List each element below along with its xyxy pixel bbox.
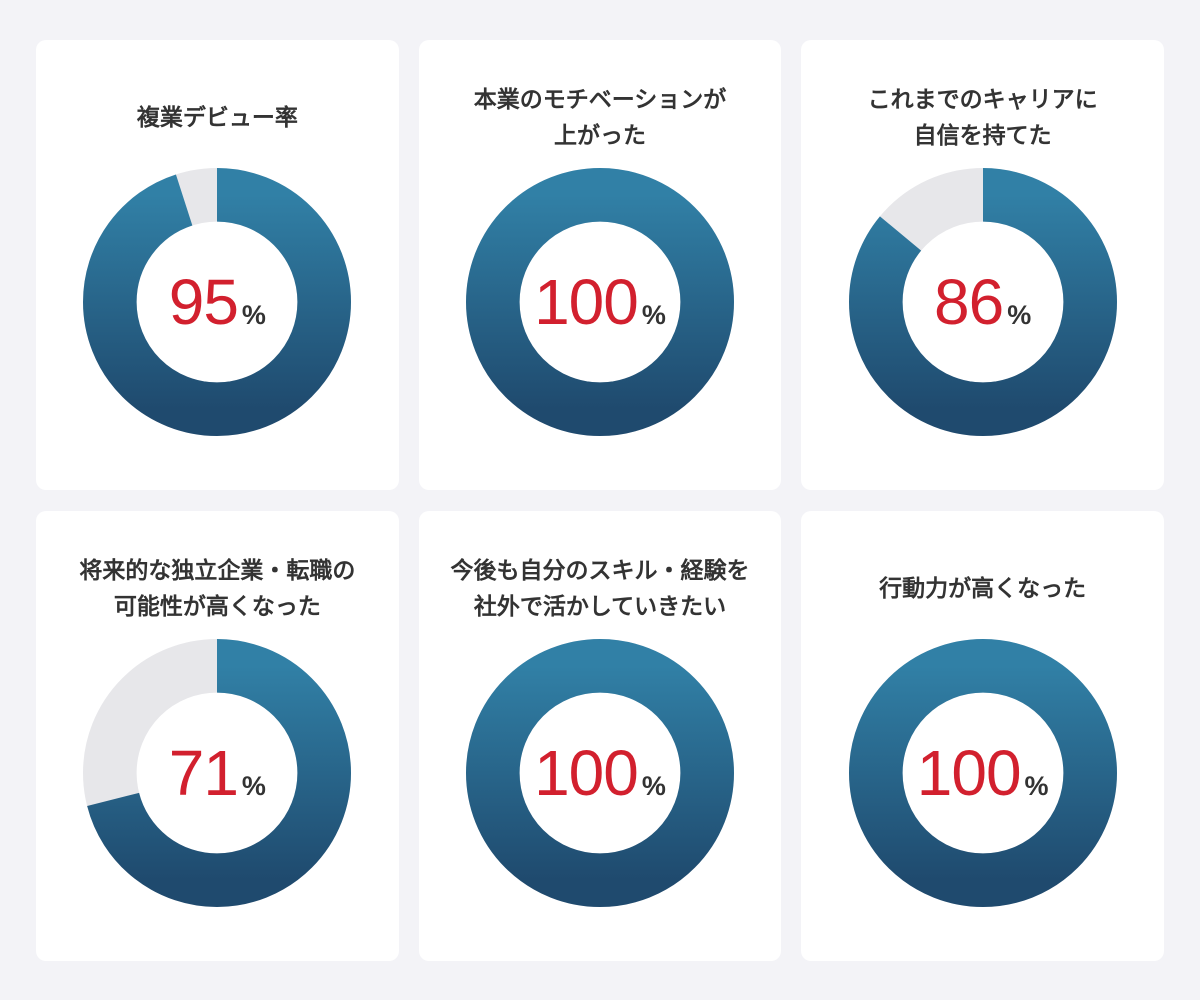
stat-card: これまでのキャリアに 自信を持てた 86 % [801, 40, 1164, 490]
donut-ring [83, 168, 352, 436]
stat-card-title: 今後も自分のスキル・経験を 社外で活かしていきたい [450, 557, 750, 619]
stat-card-title: これまでのキャリアに 自信を持てた [867, 86, 1098, 148]
donut-chart: 71 % [83, 639, 352, 907]
donut-ring [465, 168, 734, 436]
donut-arc [83, 639, 352, 907]
donut-arc [465, 639, 734, 907]
donut-chart: 100 % [465, 639, 734, 907]
stat-card: 今後も自分のスキル・経験を 社外で活かしていきたい 100 % [418, 511, 782, 961]
stat-card-title: 将来的な独立企業・転職の 可能性が高くなった [79, 557, 356, 619]
stat-card: 行動力が高くなった 100 % [801, 511, 1164, 961]
donut-ring [848, 639, 1117, 907]
donut-arc [465, 168, 734, 436]
stat-card: 本業のモチベーションが 上がった 100 % [418, 40, 782, 490]
donut-arc [83, 168, 352, 436]
donut-chart: 100 % [848, 639, 1117, 907]
donut-ring [465, 639, 734, 907]
donut-chart: 100 % [465, 168, 734, 436]
stat-card-title: 本業のモチベーションが 上がった [473, 86, 727, 148]
donut-chart: 86 % [848, 168, 1117, 436]
stat-card: 将来的な独立企業・転職の 可能性が高くなった 71 % [36, 511, 399, 961]
donut-chart: 95 % [83, 168, 352, 436]
donut-ring [83, 639, 352, 907]
donut-arc [848, 168, 1117, 436]
donut-arc [848, 639, 1117, 907]
stat-card-title: 行動力が高くなった [879, 575, 1087, 602]
stat-card-title: 複業デビュー率 [136, 104, 298, 131]
donut-ring [848, 168, 1117, 436]
stat-card: 複業デビュー率 95 % [36, 40, 399, 490]
